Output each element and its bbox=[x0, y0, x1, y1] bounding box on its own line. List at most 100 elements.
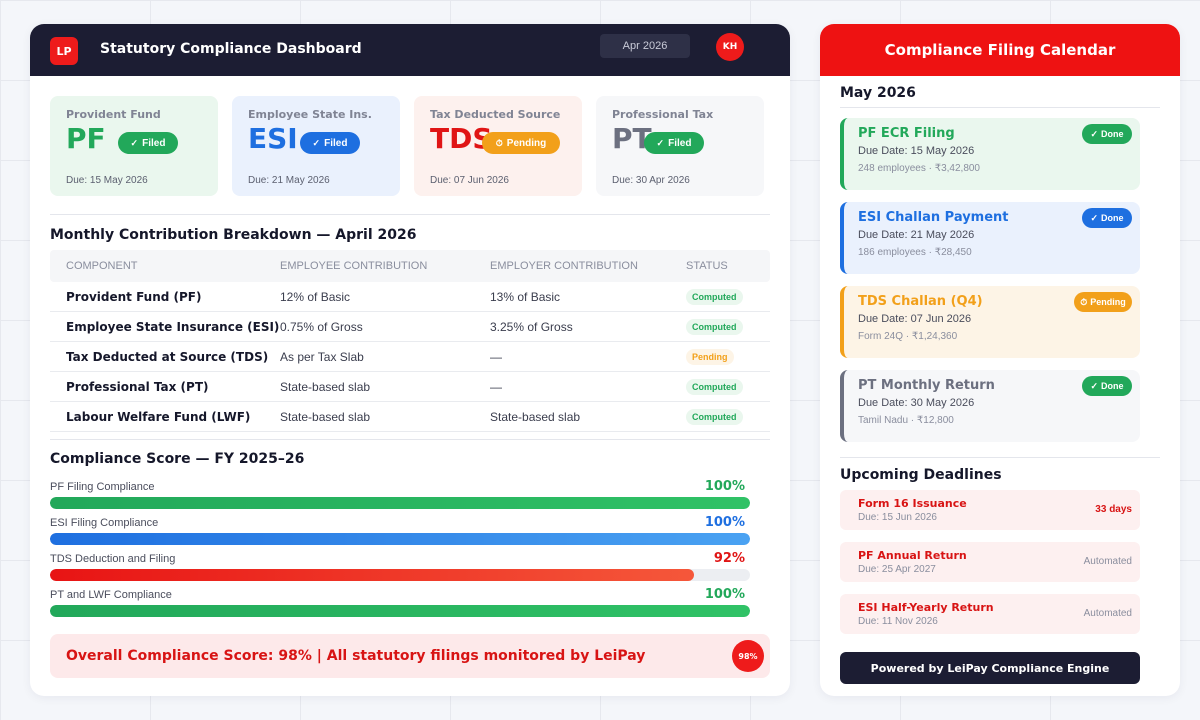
progress-fill bbox=[50, 533, 750, 545]
dashboard-panel: LP Statutory Compliance Dashboard Apr 20… bbox=[30, 24, 790, 696]
card-due: Due: 15 May 2026 bbox=[66, 175, 148, 186]
card-label: Tax Deducted Source bbox=[430, 108, 561, 121]
top-bar: LP Statutory Compliance Dashboard Apr 20… bbox=[30, 24, 790, 76]
employer-cell: State-based slab bbox=[490, 410, 581, 424]
calendar-item-meta: 248 employees · ₹3,42,800 bbox=[858, 163, 980, 174]
deadline-due: Due: 15 Jun 2026 bbox=[858, 512, 937, 523]
progress-track bbox=[50, 569, 750, 581]
component-cell: Provident Fund (PF) bbox=[66, 290, 202, 304]
employer-cell: 13% of Basic bbox=[490, 290, 561, 304]
progress-fill bbox=[50, 497, 750, 509]
card-esi[interactable]: Employee State Ins. ESI ✓ Filed Due: 21 M… bbox=[232, 96, 400, 196]
table-row[interactable]: Tax Deducted at Source (TDS) As per Tax S… bbox=[50, 342, 770, 372]
check-icon: ✓ bbox=[1090, 212, 1099, 223]
score-label: TDS Deduction and Filing bbox=[50, 553, 176, 565]
status-badge: ✓ Done bbox=[1082, 208, 1132, 228]
card-due: Due: 30 Apr 2026 bbox=[612, 175, 690, 186]
col-header: COMPONENT bbox=[66, 260, 138, 272]
calendar-item-meta: Tamil Nadu · ₹12,800 bbox=[858, 415, 954, 426]
deadline-due: Due: 25 Apr 2027 bbox=[858, 564, 936, 575]
employee-cell: 0.75% of Gross bbox=[280, 320, 363, 334]
deadline-title: PF Annual Return bbox=[858, 549, 967, 562]
check-icon: ✓ bbox=[1090, 380, 1099, 391]
avatar[interactable]: KH bbox=[716, 33, 744, 61]
status-badge: ✓ Done bbox=[1082, 376, 1132, 396]
col-header: STATUS bbox=[686, 260, 728, 272]
table-row[interactable]: Provident Fund (PF) 12% of Basic 13% of Ba… bbox=[50, 282, 770, 312]
employer-cell: 3.25% of Gross bbox=[490, 320, 573, 334]
employee-cell: As per Tax Slab bbox=[280, 350, 364, 364]
clock-icon: ⏱ bbox=[1080, 296, 1088, 307]
check-icon: ✓ bbox=[130, 137, 139, 148]
calendar-item-meta: 186 employees · ₹28,450 bbox=[858, 247, 972, 258]
check-icon: ✓ bbox=[656, 137, 665, 148]
card-pf[interactable]: Provident Fund PF ✓ Filed Due: 15 May 202… bbox=[50, 96, 218, 196]
employee-cell: State-based slab bbox=[280, 380, 371, 394]
page-title: Statutory Compliance Dashboard bbox=[100, 41, 362, 57]
deadline-item[interactable]: Form 16 Issuance Due: 15 Jun 2026 33 days bbox=[840, 490, 1140, 530]
status-badge: Computed bbox=[686, 319, 743, 335]
component-cell: Tax Deducted at Source (TDS) bbox=[66, 350, 269, 364]
upcoming-title: Upcoming Deadlines bbox=[840, 467, 1002, 483]
progress-fill bbox=[50, 569, 694, 581]
status-badge: ⏱ Pending bbox=[482, 132, 560, 154]
employer-cell: — bbox=[490, 350, 502, 364]
calendar-item[interactable]: PF ECR Filing Due Date: 15 May 2026 248 em… bbox=[840, 118, 1140, 190]
breakdown-title: Monthly Contribution Breakdown — April 2… bbox=[50, 227, 417, 243]
deadline-due: Due: 11 Nov 2026 bbox=[858, 616, 938, 627]
employee-cell: State-based slab bbox=[280, 410, 371, 424]
progress-fill bbox=[50, 605, 750, 617]
calendar-item[interactable]: ESI Challan Payment Due Date: 21 May 2026… bbox=[840, 202, 1140, 274]
score-value: 92% bbox=[713, 551, 745, 566]
status-badge: ✓ Filed bbox=[300, 132, 360, 154]
progress-track bbox=[50, 605, 750, 617]
table-row[interactable]: Professional Tax (PT) State-based slab — Co… bbox=[50, 372, 770, 402]
component-cell: Labour Welfare Fund (LWF) bbox=[66, 410, 251, 424]
score-value: 100% bbox=[704, 479, 745, 494]
table-row[interactable]: Labour Welfare Fund (LWF) State-based sla… bbox=[50, 402, 770, 432]
status-badge: ✓ Done bbox=[1082, 124, 1132, 144]
component-cell: Professional Tax (PT) bbox=[66, 380, 209, 394]
deadline-title: Form 16 Issuance bbox=[858, 497, 967, 510]
table-row[interactable]: Employee State Insurance (ESI) 0.75% of G… bbox=[50, 312, 770, 342]
calendar-title: Compliance Filing Calendar bbox=[820, 24, 1180, 76]
card-code: PF bbox=[66, 122, 106, 155]
calendar-item-title: PT Monthly Return bbox=[858, 378, 995, 393]
status-badge: ⏱ Pending bbox=[1074, 292, 1132, 312]
calendar-item-due: Due Date: 07 Jun 2026 bbox=[858, 313, 972, 325]
status-badge: ✓ Filed bbox=[644, 132, 704, 154]
calendar-panel: Compliance Filing Calendar May 2026 PF E… bbox=[820, 24, 1180, 696]
score-label: ESI Filing Compliance bbox=[50, 517, 159, 529]
score-label: PF Filing Compliance bbox=[50, 481, 155, 493]
status-badge: Pending bbox=[686, 349, 734, 365]
period-selector[interactable]: Apr 2026 bbox=[600, 34, 690, 58]
divider bbox=[840, 107, 1160, 108]
card-tds[interactable]: Tax Deducted Source TDS ⏱ Pending Due: 07… bbox=[414, 96, 582, 196]
deadline-title: ESI Half-Yearly Return bbox=[858, 601, 994, 614]
component-cell: Employee State Insurance (ESI) bbox=[66, 320, 280, 334]
overall-score-text: Overall Compliance Score: 98% | All stat… bbox=[66, 648, 646, 664]
calendar-item-title: ESI Challan Payment bbox=[858, 210, 1009, 225]
divider bbox=[50, 214, 770, 215]
progress-track bbox=[50, 497, 750, 509]
divider bbox=[50, 439, 770, 440]
overall-score-badge: 98% bbox=[732, 640, 764, 672]
deadline-item[interactable]: ESI Half-Yearly Return Due: 11 Nov 2026 Au… bbox=[840, 594, 1140, 634]
deadline-status: Automated bbox=[1083, 556, 1132, 567]
card-pt[interactable]: Professional Tax PT ✓ Filed Due: 30 Apr 2… bbox=[596, 96, 764, 196]
calendar-item[interactable]: PT Monthly Return Due Date: 30 May 2026 Ta… bbox=[840, 370, 1140, 442]
calendar-item[interactable]: TDS Challan (Q4) Due Date: 07 Jun 2026 For… bbox=[840, 286, 1140, 358]
app-logo[interactable]: LP bbox=[50, 37, 78, 65]
deadline-item[interactable]: PF Annual Return Due: 25 Apr 2027 Automate… bbox=[840, 542, 1140, 582]
table-header: COMPONENT EMPLOYEE CONTRIBUTION EMPLOYER… bbox=[50, 250, 770, 282]
card-code: ESI bbox=[248, 122, 298, 155]
calendar-item-meta: Form 24Q · ₹1,24,360 bbox=[858, 331, 958, 342]
card-due: Due: 21 May 2026 bbox=[248, 175, 330, 186]
col-header: EMPLOYEE CONTRIBUTION bbox=[280, 260, 428, 272]
score-label: PT and LWF Compliance bbox=[50, 589, 172, 601]
progress-track bbox=[50, 533, 750, 545]
calendar-month: May 2026 bbox=[840, 85, 916, 101]
status-badge: Computed bbox=[686, 379, 743, 395]
powered-by-banner: Powered by LeiPay Compliance Engine bbox=[840, 652, 1140, 684]
deadline-status: 33 days bbox=[1095, 504, 1132, 515]
